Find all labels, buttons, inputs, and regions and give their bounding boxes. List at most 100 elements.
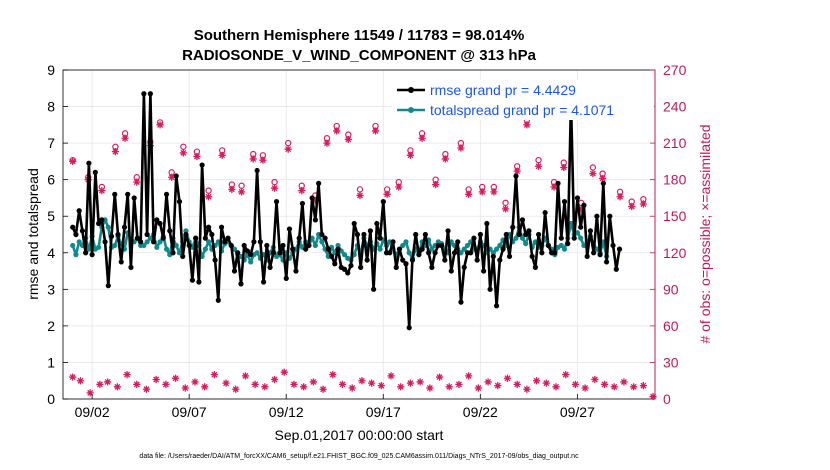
rmse-point bbox=[95, 220, 102, 227]
totalspread-point bbox=[561, 246, 568, 252]
obs-possible-marker bbox=[589, 164, 597, 171]
obs-low-marker bbox=[513, 380, 521, 388]
obs-low-marker bbox=[503, 374, 512, 382]
y-tick-label-right: 0 bbox=[663, 391, 671, 407]
totalspread-point bbox=[183, 228, 189, 234]
rmse-point bbox=[312, 217, 318, 223]
obs-low-marker bbox=[222, 379, 230, 387]
totalspread-point bbox=[461, 246, 467, 252]
obs-low-marker bbox=[600, 380, 609, 388]
totalspread-point bbox=[406, 250, 412, 256]
rmse-point bbox=[493, 303, 500, 309]
rmse-point bbox=[251, 239, 257, 245]
x-tick-label: 09/27 bbox=[560, 404, 595, 420]
rmse-point bbox=[448, 268, 454, 274]
obs-low-marker bbox=[484, 378, 492, 386]
obs-low-marker bbox=[319, 385, 327, 393]
totalspread-point bbox=[403, 239, 409, 245]
rmse-point bbox=[477, 231, 483, 238]
rmse-point bbox=[290, 246, 296, 252]
rmse-point bbox=[361, 231, 367, 238]
rmse-point bbox=[429, 264, 435, 270]
y-tick-label-left: 5 bbox=[47, 208, 55, 224]
rmse-point bbox=[170, 250, 176, 256]
y-tick-label-left: 8 bbox=[47, 99, 55, 115]
totalspread-point bbox=[312, 242, 318, 249]
rmse-point bbox=[371, 286, 377, 292]
rmse-point bbox=[487, 286, 493, 292]
rmse-point bbox=[144, 231, 150, 238]
rmse-point bbox=[138, 239, 144, 245]
rmse-point bbox=[390, 239, 396, 245]
obs-low-marker bbox=[445, 383, 453, 391]
rmse-point bbox=[474, 257, 480, 263]
obs-low-marker bbox=[552, 383, 560, 391]
obs-assimilated-marker bbox=[228, 185, 236, 194]
rmse-point bbox=[396, 246, 403, 252]
obs-assimilated-marker bbox=[156, 121, 164, 129]
rmse-point bbox=[83, 250, 89, 256]
rmse-point bbox=[422, 231, 428, 238]
y-axis-label-right: # of obs: o=possible; ×=assimilated bbox=[697, 124, 713, 343]
obs-assimilated-marker bbox=[501, 205, 510, 213]
totalspread-point bbox=[341, 252, 348, 258]
totalspread-point bbox=[429, 246, 435, 252]
obs-low-marker bbox=[571, 380, 580, 388]
rmse-point bbox=[199, 162, 205, 168]
rmse-point bbox=[296, 235, 302, 241]
rmse-point bbox=[607, 213, 613, 219]
y-tick-label-left: 1 bbox=[47, 354, 55, 370]
rmse-point bbox=[176, 199, 183, 205]
rmse-point bbox=[183, 231, 189, 238]
rmse-point bbox=[510, 224, 516, 230]
rmse-point bbox=[468, 250, 474, 256]
rmse-point bbox=[147, 91, 153, 97]
obs-assimilated-marker bbox=[204, 193, 213, 201]
obs-low-marker bbox=[581, 384, 589, 392]
rmse-point bbox=[348, 262, 354, 269]
rmse-point bbox=[160, 235, 166, 241]
rmse-point bbox=[180, 253, 186, 260]
rmse-point bbox=[413, 231, 419, 238]
obs-low-marker bbox=[630, 383, 638, 391]
rmse-point bbox=[354, 231, 361, 238]
obs-low-marker bbox=[123, 371, 131, 379]
rmse-point bbox=[86, 160, 92, 166]
obs-low-marker bbox=[465, 372, 473, 380]
rmse-point bbox=[231, 268, 238, 274]
rmse-point bbox=[442, 257, 448, 263]
y-tick-label-left: 3 bbox=[47, 281, 55, 297]
obs-low-marker bbox=[152, 375, 160, 384]
rmse-point bbox=[222, 239, 228, 245]
obs-assimilated-marker bbox=[249, 155, 257, 163]
legend-spread-marker bbox=[408, 107, 414, 113]
rmse-point bbox=[206, 224, 212, 230]
rmse-point bbox=[328, 253, 335, 260]
obs-low-marker bbox=[639, 381, 647, 390]
rmse-point bbox=[364, 257, 370, 263]
obs-assimilated-marker bbox=[270, 184, 279, 192]
totalspread-point bbox=[248, 259, 254, 265]
totalspread-point bbox=[163, 246, 170, 252]
y-tick-label-right: 90 bbox=[663, 281, 679, 297]
rmse-point bbox=[374, 220, 380, 227]
obs-low-marker bbox=[591, 375, 599, 384]
totalspread-point bbox=[254, 250, 260, 256]
obs-low-marker bbox=[210, 371, 218, 379]
rmse-point bbox=[393, 264, 399, 270]
totalspread-point bbox=[157, 239, 163, 245]
rmse-point bbox=[261, 279, 267, 285]
rmse-point bbox=[523, 231, 529, 238]
obs-low-marker bbox=[533, 377, 541, 385]
rmse-point bbox=[112, 191, 118, 197]
y-tick-label-left: 6 bbox=[47, 172, 55, 188]
y-tick-label-right: 270 bbox=[663, 62, 687, 78]
rmse-point bbox=[461, 264, 467, 270]
obs-low-marker bbox=[523, 385, 531, 393]
rmse-point bbox=[218, 224, 225, 230]
rmse-point bbox=[536, 231, 542, 238]
obs-assimilated-marker bbox=[133, 178, 141, 186]
rmse-point bbox=[432, 250, 438, 256]
rmse-point bbox=[125, 191, 131, 197]
rmse-point bbox=[400, 257, 406, 263]
